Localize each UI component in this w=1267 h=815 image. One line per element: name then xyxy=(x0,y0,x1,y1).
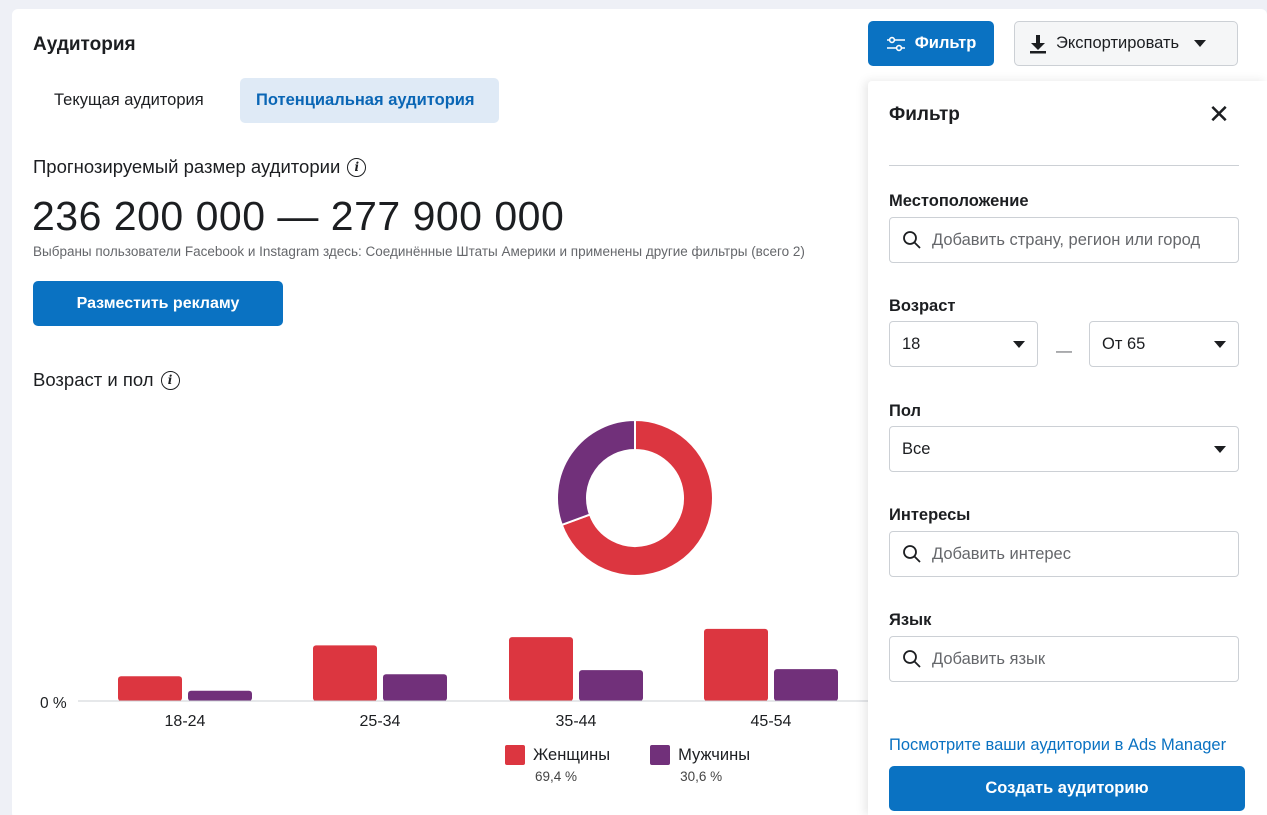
tab-current-audience[interactable]: Текущая аудитория xyxy=(54,91,204,109)
x-tick-45-54: 45-54 xyxy=(751,713,792,730)
info-icon[interactable]: i xyxy=(160,370,180,390)
search-icon xyxy=(903,231,921,249)
bar-men-18-24[interactable] xyxy=(188,690,252,701)
location-label: Местоположение xyxy=(889,192,1029,210)
age-bars xyxy=(118,628,838,701)
language-field xyxy=(889,636,1239,682)
age-from-select[interactable]: 18 xyxy=(889,321,1038,367)
donut-slice-women[interactable] xyxy=(560,418,714,577)
bar-men-45-54[interactable] xyxy=(774,669,838,701)
search-icon xyxy=(903,545,921,563)
audience-size-range: 236 200 000 — 277 900 000 xyxy=(32,193,565,239)
age-gender-heading: Возраст и пол i xyxy=(33,369,180,391)
audience-size-heading: Прогнозируемый размер аудитории i xyxy=(33,156,367,178)
legend-label-men: Мужчины xyxy=(678,745,751,764)
donut-slice-men[interactable] xyxy=(556,418,636,527)
caret-down-icon xyxy=(1013,340,1025,348)
interests-label: Интересы xyxy=(889,506,971,524)
legend-item-men: Мужчины 30,6 % xyxy=(650,745,750,784)
tab-potential-audience[interactable]: Потенциальная аудитория xyxy=(240,78,499,123)
caret-down-icon xyxy=(1214,340,1226,348)
info-icon[interactable]: i xyxy=(347,157,367,177)
gender-select[interactable]: Все xyxy=(889,426,1239,472)
bar-women-45-54[interactable] xyxy=(704,628,768,701)
age-to-select[interactable]: От 65 xyxy=(1089,321,1239,367)
chart-legend: Женщины 69,4 % Мужчины 30,6 % xyxy=(505,745,750,784)
caret-down-icon xyxy=(1214,445,1226,453)
ads-manager-link[interactable]: Посмотрите ваши аудитории в Ads Manager xyxy=(889,736,1227,754)
language-label: Язык xyxy=(889,611,932,629)
legend-pct-men: 30,6 % xyxy=(680,769,723,784)
filter-button-label: Фильтр xyxy=(914,34,977,52)
audience-size-title: Прогнозируемый размер аудитории xyxy=(33,156,341,177)
x-tick-18-24: 18-24 xyxy=(165,713,206,730)
bar-women-25-34[interactable] xyxy=(313,645,377,701)
place-ad-button[interactable]: Разместить рекламу xyxy=(33,281,283,326)
filter-panel-title: Фильтр xyxy=(889,104,960,125)
bar-women-18-24[interactable] xyxy=(118,676,182,701)
bar-men-35-44[interactable] xyxy=(579,670,643,701)
interests-input[interactable] xyxy=(932,544,1222,564)
language-input[interactable] xyxy=(932,649,1222,669)
location-input[interactable] xyxy=(932,230,1222,250)
x-tick-35-44: 35-44 xyxy=(556,713,597,730)
page-title: Аудитория xyxy=(33,34,136,55)
age-range-dash: — xyxy=(1056,343,1072,360)
location-field xyxy=(889,217,1239,263)
gender-label: Пол xyxy=(889,402,922,420)
caret-down-icon xyxy=(1194,40,1207,47)
legend-swatch-women xyxy=(505,745,525,765)
gender-value: Все xyxy=(902,439,931,458)
age-label: Возраст xyxy=(889,297,956,315)
divider xyxy=(889,165,1239,166)
x-tick-labels: 18-24 25-34 35-44 45-54 xyxy=(165,713,792,730)
legend-swatch-men xyxy=(650,745,671,765)
download-icon xyxy=(1030,34,1046,53)
sliders-icon xyxy=(886,36,905,51)
filter-panel: Фильтр ✕ Местоположение Возраст 18 — От … xyxy=(868,81,1267,815)
audience-size-subtitle: Выбраны пользователи Facebook и Instagra… xyxy=(33,244,805,259)
interests-field xyxy=(889,531,1239,577)
legend-pct-women: 69,4 % xyxy=(535,769,578,784)
bar-women-35-44[interactable] xyxy=(509,637,573,701)
filter-button[interactable]: Фильтр xyxy=(868,21,994,66)
age-gender-title: Возраст и пол xyxy=(33,369,154,390)
gender-donut xyxy=(556,418,714,577)
age-gender-chart: 0 % 18-24 25-34 35-44 45-54 xyxy=(40,418,868,730)
legend-item-women: Женщины 69,4 % xyxy=(505,745,610,784)
age-to-value: От 65 xyxy=(1102,334,1146,353)
close-icon[interactable]: ✕ xyxy=(1208,99,1230,129)
create-audience-button[interactable]: Создать аудиторию xyxy=(889,766,1245,811)
export-button[interactable]: Экспортировать xyxy=(1014,21,1238,66)
x-tick-25-34: 25-34 xyxy=(360,713,401,730)
legend-label-women: Женщины xyxy=(533,745,611,764)
bar-men-25-34[interactable] xyxy=(383,674,447,701)
y-tick-label: 0 % xyxy=(40,695,67,712)
search-icon xyxy=(903,650,921,668)
export-button-label: Экспортировать xyxy=(1056,34,1180,52)
age-from-value: 18 xyxy=(902,334,921,353)
